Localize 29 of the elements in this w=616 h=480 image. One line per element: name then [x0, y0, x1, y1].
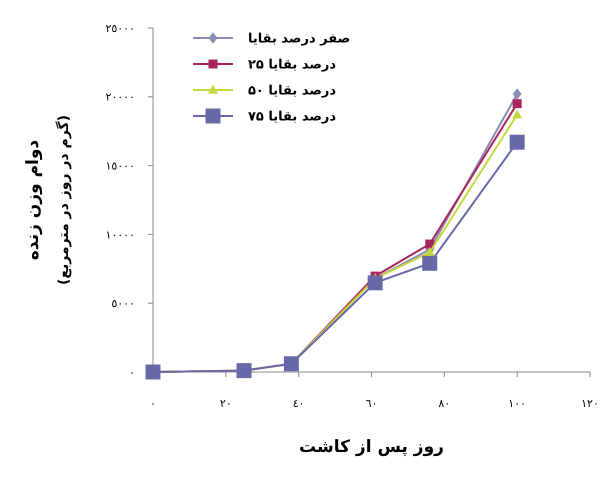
x-axis-title: روز پس از کاشت: [299, 437, 444, 457]
x-tick-label: ١٠٠: [508, 397, 526, 410]
y-tick-label: ١٥٠٠٠: [105, 159, 135, 172]
point: [510, 134, 525, 150]
x-tick-label: ٨٠: [438, 397, 450, 410]
x-tick-label: ٤٠: [292, 397, 305, 410]
x-tick-label: ١٢٠: [581, 397, 599, 410]
point: [284, 356, 299, 372]
point: [422, 256, 438, 271]
x-tick-label: ٠: [150, 397, 156, 410]
y-tick-label: ٠: [129, 366, 135, 379]
point: [424, 246, 435, 256]
y-axis-title: دوام وزن زنده (گرم در روز در مترمربع): [23, 114, 72, 286]
legend-label: ۲۵ درصد بقایا: [248, 58, 336, 73]
y-tick-label: ١٠٠٠٠: [105, 228, 135, 242]
point: [146, 364, 160, 380]
point: [368, 275, 383, 290]
y-tick-label: ٥٠٠٠: [111, 297, 135, 310]
y-tick-label: ٢٠٠٠٠: [105, 90, 135, 104]
point: [512, 88, 522, 100]
x-tick-label: ٢٠: [220, 397, 232, 410]
legend-label: ۷۵ درصد بقایا: [248, 110, 336, 125]
point: [236, 363, 252, 378]
x-tick-label: ٦٠: [366, 397, 378, 410]
point: [512, 99, 522, 108]
legend-label: ۵۰ درصد بقایا: [248, 84, 336, 99]
legend-label: صفر درصد بقایا: [248, 32, 350, 47]
y-tick-label: ٢٥٠٠٠: [105, 22, 135, 35]
point: [512, 109, 522, 118]
